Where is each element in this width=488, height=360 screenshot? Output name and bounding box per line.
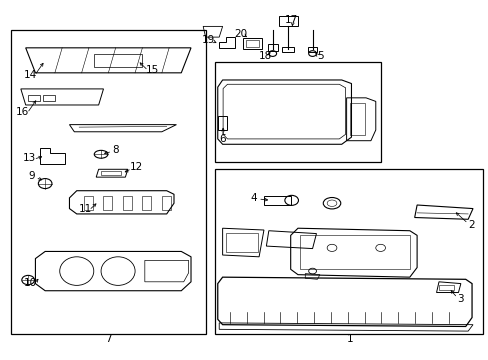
Bar — [101, 171, 120, 175]
Text: 15: 15 — [145, 65, 159, 75]
Bar — [162, 196, 170, 210]
Bar — [215, 169, 482, 334]
Text: 13: 13 — [23, 153, 36, 163]
Text: 1: 1 — [346, 334, 353, 344]
Bar — [225, 233, 257, 252]
Text: 16: 16 — [16, 107, 29, 117]
Text: 9: 9 — [29, 171, 35, 181]
Bar — [350, 103, 365, 135]
Text: 17: 17 — [285, 15, 298, 25]
Text: 6: 6 — [219, 134, 225, 144]
Text: 12: 12 — [130, 162, 143, 172]
Bar — [42, 95, 55, 102]
Bar — [215, 62, 380, 162]
Bar — [142, 196, 151, 210]
Text: 11: 11 — [78, 204, 91, 214]
Bar — [282, 48, 293, 53]
Bar — [94, 54, 142, 67]
Text: 19: 19 — [201, 35, 214, 45]
Bar — [278, 16, 297, 26]
Bar — [103, 196, 112, 210]
Bar — [122, 196, 131, 210]
Text: 8: 8 — [112, 145, 119, 156]
Text: 2: 2 — [468, 220, 474, 230]
Text: 3: 3 — [457, 294, 463, 303]
Text: 5: 5 — [317, 51, 324, 61]
Bar — [11, 30, 205, 334]
Text: 14: 14 — [24, 69, 37, 80]
Bar — [300, 235, 409, 269]
Text: 18: 18 — [258, 51, 271, 61]
Text: 4: 4 — [250, 193, 257, 203]
Text: 7: 7 — [105, 334, 111, 344]
Text: 10: 10 — [24, 278, 37, 288]
Bar — [243, 38, 261, 49]
Bar — [28, 95, 40, 102]
Bar — [438, 285, 453, 290]
Bar — [84, 196, 93, 210]
Bar — [307, 48, 317, 53]
Text: 20: 20 — [234, 28, 247, 39]
Bar — [245, 40, 258, 47]
Bar — [264, 196, 290, 205]
Bar — [267, 44, 277, 51]
